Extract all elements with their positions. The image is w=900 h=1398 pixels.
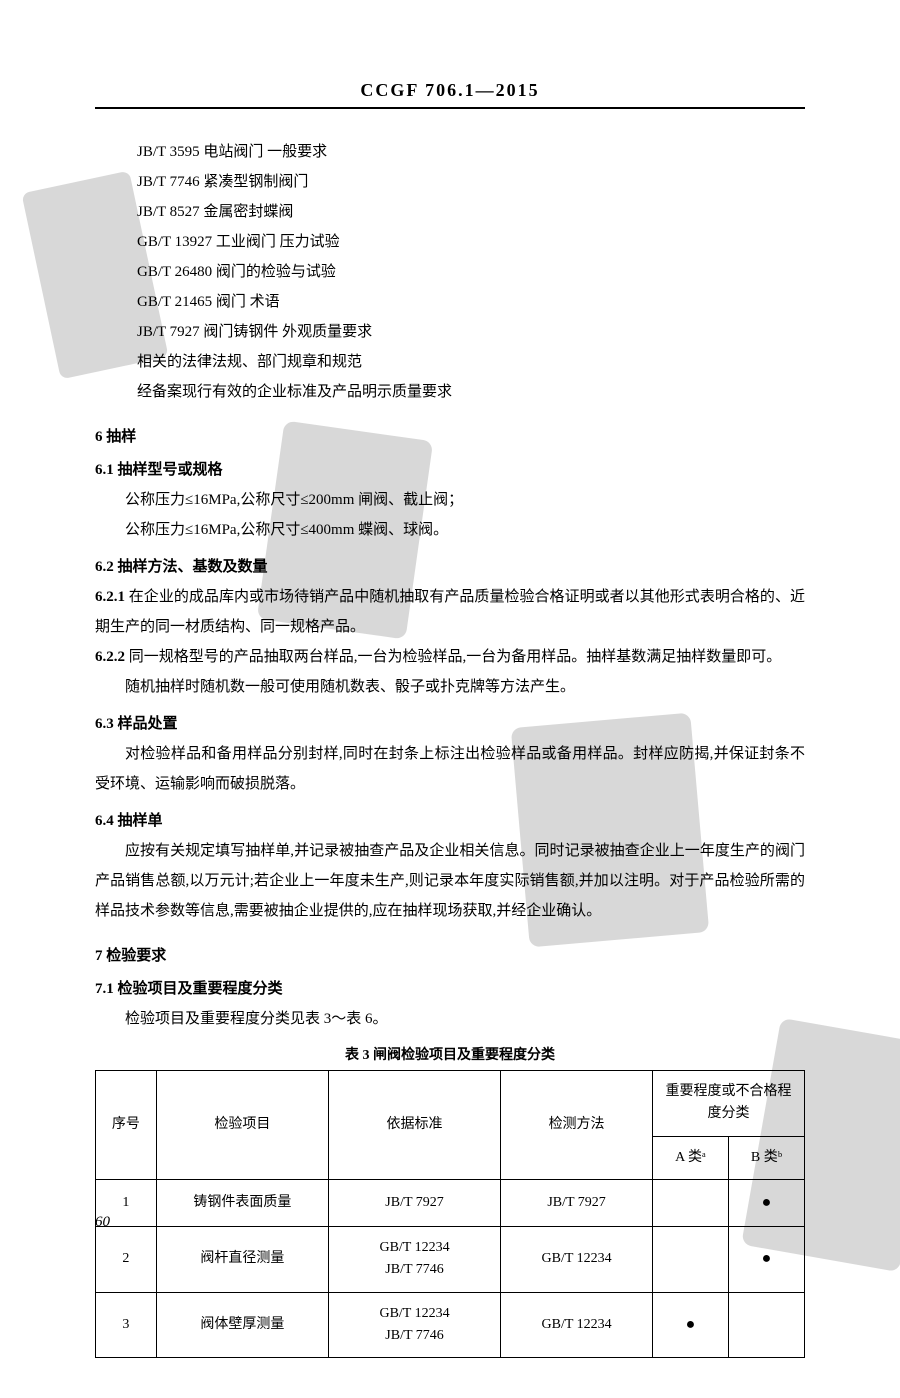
clause-text: 同一规格型号的产品抽取两台样品,一台为检验样品,一台为备用样品。抽样基数满足抽样… <box>125 649 781 665</box>
table-row: 3 阀体壁厚测量 GB/T 12234 JB/T 7746 GB/T 12234… <box>96 1292 805 1358</box>
reference-item: GB/T 13927 工业阀门 压力试验 <box>137 227 805 257</box>
table-3: 序号 检验项目 依据标准 检测方法 重要程度或不合格程度分类 A 类ᵃ B 类ᵇ… <box>95 1070 805 1358</box>
section-6-heading: 6 抽样 <box>95 425 805 446</box>
cell-standard: GB/T 12234 JB/T 7746 <box>328 1292 500 1358</box>
subsection-7-1-heading: 7.1 检验项目及重要程度分类 <box>95 977 805 998</box>
cell-seq: 2 <box>96 1226 157 1292</box>
clause-number: 6.2.1 <box>95 589 125 605</box>
cell-class-b: ● <box>728 1180 804 1227</box>
cell-class-a <box>653 1226 729 1292</box>
cell-item: 铸钢件表面质量 <box>156 1180 328 1227</box>
reference-item: JB/T 3595 电站阀门 一般要求 <box>137 137 805 167</box>
col-seq: 序号 <box>96 1071 157 1180</box>
body-paragraph: 6.2.1 在企业的成品库内或市场待销产品中随机抽取有产品质量检验合格证明或者以… <box>95 582 805 642</box>
subsection-6-2-heading: 6.2 抽样方法、基数及数量 <box>95 555 805 576</box>
section-7-heading: 7 检验要求 <box>95 944 805 965</box>
cell-method: GB/T 12234 <box>501 1226 653 1292</box>
table-header-row: 序号 检验项目 依据标准 检测方法 重要程度或不合格程度分类 <box>96 1071 805 1137</box>
cell-item: 阀杆直径测量 <box>156 1226 328 1292</box>
body-paragraph: 6.2.2 同一规格型号的产品抽取两台样品,一台为检验样品,一台为备用样品。抽样… <box>95 642 805 672</box>
subsection-6-4-heading: 6.4 抽样单 <box>95 809 805 830</box>
col-importance: 重要程度或不合格程度分类 <box>653 1071 805 1137</box>
col-method: 检测方法 <box>501 1071 653 1180</box>
cell-method: JB/T 7927 <box>501 1180 653 1227</box>
col-class-a: A 类ᵃ <box>653 1136 729 1179</box>
cell-class-b <box>728 1292 804 1358</box>
cell-method: GB/T 12234 <box>501 1292 653 1358</box>
reference-item: JB/T 7927 阀门铸钢件 外观质量要求 <box>137 317 805 347</box>
reference-item: 经备案现行有效的企业标准及产品明示质量要求 <box>137 377 805 407</box>
cell-standard: GB/T 12234 JB/T 7746 <box>328 1226 500 1292</box>
reference-list: JB/T 3595 电站阀门 一般要求 JB/T 7746 紧凑型钢制阀门 JB… <box>95 137 805 407</box>
col-class-b: B 类ᵇ <box>728 1136 804 1179</box>
table-row: 2 阀杆直径测量 GB/T 12234 JB/T 7746 GB/T 12234… <box>96 1226 805 1292</box>
reference-item: GB/T 21465 阀门 术语 <box>137 287 805 317</box>
body-paragraph: 检验项目及重要程度分类见表 3～表 6。 <box>95 1004 805 1034</box>
subsection-6-3-heading: 6.3 样品处置 <box>95 712 805 733</box>
cell-class-a: ● <box>653 1292 729 1358</box>
cell-standard: JB/T 7927 <box>328 1180 500 1227</box>
document-code-header: CCGF 706.1—2015 <box>95 80 805 109</box>
page-container: CCGF 706.1—2015 JB/T 3595 电站阀门 一般要求 JB/T… <box>0 0 900 1398</box>
cell-class-b: ● <box>728 1226 804 1292</box>
reference-item: JB/T 8527 金属密封蝶阀 <box>137 197 805 227</box>
body-paragraph: 公称压力≤16MPa,公称尺寸≤400mm 蝶阀、球阀。 <box>95 515 805 545</box>
col-standard: 依据标准 <box>328 1071 500 1180</box>
subsection-6-1-heading: 6.1 抽样型号或规格 <box>95 458 805 479</box>
cell-seq: 1 <box>96 1180 157 1227</box>
table-row: 1 铸钢件表面质量 JB/T 7927 JB/T 7927 ● <box>96 1180 805 1227</box>
col-item: 检验项目 <box>156 1071 328 1180</box>
cell-class-a <box>653 1180 729 1227</box>
body-paragraph: 应按有关规定填写抽样单,并记录被抽查产品及企业相关信息。同时记录被抽查企业上一年… <box>95 836 805 926</box>
body-paragraph: 随机抽样时随机数一般可使用随机数表、骰子或扑克牌等方法产生。 <box>95 672 805 702</box>
body-paragraph: 对检验样品和备用样品分别封样,同时在封条上标注出检验样品或备用样品。封样应防揭,… <box>95 739 805 799</box>
reference-item: JB/T 7746 紧凑型钢制阀门 <box>137 167 805 197</box>
body-paragraph: 公称压力≤16MPa,公称尺寸≤200mm 闸阀、截止阀； <box>95 485 805 515</box>
reference-item: 相关的法律法规、部门规章和规范 <box>137 347 805 377</box>
cell-seq: 3 <box>96 1292 157 1358</box>
clause-number: 6.2.2 <box>95 649 125 665</box>
table-3-caption: 表 3 闸阀检验项目及重要程度分类 <box>95 1044 805 1064</box>
clause-text: 在企业的成品库内或市场待销产品中随机抽取有产品质量检验合格证明或者以其他形式表明… <box>95 589 805 635</box>
reference-item: GB/T 26480 阀门的检验与试验 <box>137 257 805 287</box>
cell-item: 阀体壁厚测量 <box>156 1292 328 1358</box>
